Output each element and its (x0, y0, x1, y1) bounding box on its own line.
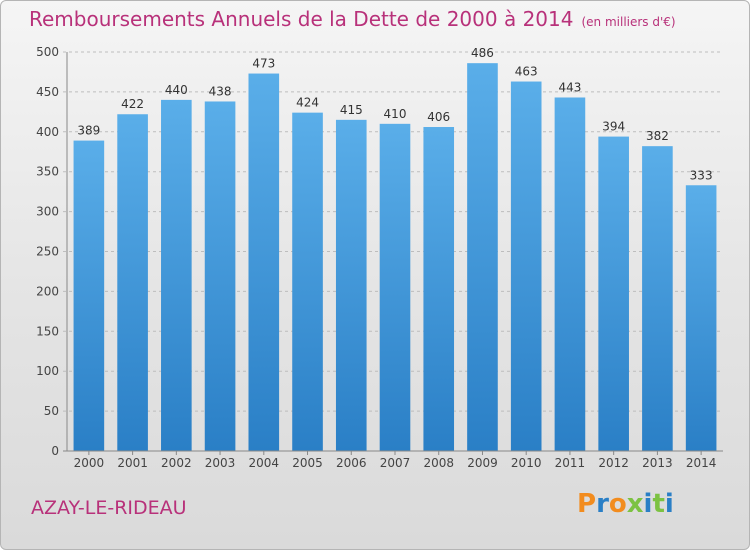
bar-2004 (248, 73, 280, 452)
x-tick-label-2008: 2008 (423, 456, 454, 470)
y-tick-label: 250 (36, 245, 59, 259)
data-label-2013: 382 (646, 129, 669, 143)
y-tick-label: 200 (36, 284, 59, 298)
data-label-2000: 389 (77, 124, 100, 138)
data-label-2003: 438 (209, 84, 232, 98)
data-label-2006: 415 (340, 103, 363, 117)
logo-letter: P (577, 489, 597, 519)
bar-2011 (554, 97, 586, 452)
data-label-2007: 410 (384, 107, 407, 121)
bar-2013 (642, 146, 673, 451)
y-tick-label: 0 (51, 444, 59, 458)
data-label-2009: 486 (471, 46, 494, 60)
proxiti-logo: Proxiti (577, 489, 674, 519)
y-tick-label: 150 (36, 324, 59, 338)
bar-2009 (467, 63, 498, 452)
chart-title-text: Remboursements Annuels de la Dette de 20… (29, 7, 574, 31)
data-label-2010: 463 (515, 65, 538, 79)
x-tick-label-2006: 2006 (336, 456, 367, 470)
x-tick-label-2012: 2012 (598, 456, 629, 470)
data-label-2005: 424 (296, 96, 319, 110)
chart-title: Remboursements Annuels de la Dette de 20… (29, 7, 676, 31)
bar-2003 (204, 101, 236, 451)
y-tick-label: 350 (36, 165, 59, 179)
bar-2007 (379, 123, 411, 451)
data-label-2004: 473 (252, 57, 275, 71)
bar-2014 (685, 185, 717, 452)
logo-letter: o (608, 489, 627, 519)
x-tick-label-2007: 2007 (380, 456, 411, 470)
data-label-2012: 394 (602, 120, 625, 134)
x-tick-label-2009: 2009 (467, 456, 498, 470)
bar-2008 (423, 127, 455, 452)
y-tick-label: 100 (36, 364, 59, 378)
bar-2010 (510, 81, 542, 451)
data-label-2002: 440 (165, 83, 188, 97)
y-tick-label: 500 (36, 45, 59, 59)
y-tick-label: 400 (36, 125, 59, 139)
x-tick-label-2005: 2005 (292, 456, 323, 470)
bars: 389 422 440 438 473 424 415 410 406 486 463 443 394 3… (73, 46, 717, 452)
data-label-2008: 406 (427, 110, 450, 124)
y-tick-label: 450 (36, 85, 59, 99)
y-tick-label: 300 (36, 205, 59, 219)
logo-letter: x (626, 489, 644, 519)
y-tick-label: 50 (44, 404, 59, 418)
city-name: AZAY-LE-RIDEAU (31, 497, 187, 519)
chart-unit: (en milliers d'€) (581, 15, 676, 29)
x-tick-label-2013: 2013 (642, 456, 673, 470)
data-label-2001: 422 (121, 97, 144, 111)
x-tick-label-2002: 2002 (161, 456, 192, 470)
x-tick-label-2010: 2010 (511, 456, 542, 470)
logo-letter: r (596, 489, 609, 519)
logo-letter: i (664, 489, 674, 519)
bar-2000 (73, 140, 105, 451)
data-label-2011: 443 (558, 80, 581, 94)
x-tick-label-2000: 2000 (74, 456, 105, 470)
bar-2012 (598, 136, 629, 451)
axes: 0 50 100 150 200 250 300 350 400 450 500 2000 2001 20… (36, 45, 723, 470)
bar-2005 (292, 112, 323, 451)
bar-2002 (161, 99, 192, 451)
x-tick-label-2003: 2003 (205, 456, 236, 470)
x-tick-label-2004: 2004 (249, 456, 280, 470)
x-tick-label-2014: 2014 (686, 456, 717, 470)
logo-letter: t (652, 489, 665, 519)
x-tick-label-2011: 2011 (555, 456, 586, 470)
data-label-2014: 333 (690, 168, 713, 182)
bar-2006 (335, 119, 367, 451)
logo-letter: i (643, 489, 653, 519)
x-tick-label-2001: 2001 (117, 456, 148, 470)
bar-2001 (117, 114, 148, 451)
